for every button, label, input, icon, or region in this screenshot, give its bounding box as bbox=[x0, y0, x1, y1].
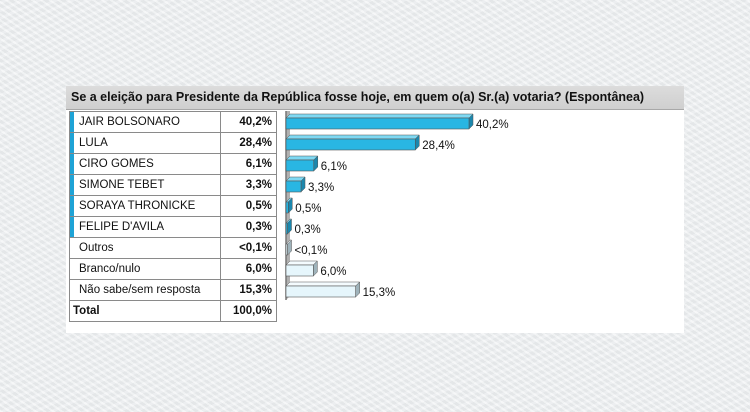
candidate-label: SORAYA THRONICKE bbox=[69, 195, 221, 217]
candidate-name: JAIR BOLSONARO bbox=[79, 116, 180, 128]
candidate-label: CIRO GOMES bbox=[69, 153, 221, 175]
candidate-label: FELIPE D'AVILA bbox=[69, 216, 221, 238]
candidate-name: Branco/nulo bbox=[79, 263, 141, 275]
table-row: SORAYA THRONICKE 0,5% bbox=[69, 195, 277, 217]
bar-value-label: 40,2% bbox=[476, 119, 509, 131]
candidate-label: Outros bbox=[69, 237, 221, 259]
candidate-name: SIMONE TEBET bbox=[79, 179, 165, 191]
table-row: CIRO GOMES 6,1% bbox=[69, 153, 277, 175]
bar bbox=[285, 113, 474, 130]
chart-title: Se a eleição para Presidente da Repúblic… bbox=[71, 90, 645, 104]
bar bbox=[285, 155, 319, 172]
candidate-name: Outros bbox=[79, 242, 114, 254]
row-marker bbox=[70, 112, 74, 132]
table-row: SIMONE TEBET 3,3% bbox=[69, 174, 277, 196]
candidate-name: LULA bbox=[79, 137, 108, 149]
table-row: Branco/nulo 6,0% bbox=[69, 258, 277, 280]
title-bar: Se a eleição para Presidente da Repúblic… bbox=[66, 86, 684, 110]
percent-value: 6,1% bbox=[220, 153, 277, 175]
row-marker bbox=[70, 154, 74, 174]
total-label: Total bbox=[69, 300, 221, 322]
row-marker bbox=[70, 175, 74, 195]
bar bbox=[285, 218, 293, 235]
table-row: Não sabe/sem resposta 15,3% bbox=[69, 279, 277, 301]
total-value: 100,0% bbox=[220, 300, 277, 322]
percent-value: 28,4% bbox=[220, 132, 277, 154]
percent-value: 0,5% bbox=[220, 195, 277, 217]
row-marker bbox=[70, 133, 74, 153]
results-table: JAIR BOLSONARO 40,2% LULA 28,4% CIRO GOMES 6,… bbox=[69, 111, 277, 322]
percent-value: 6,0% bbox=[220, 258, 277, 280]
bar bbox=[285, 239, 293, 256]
bar-value-label: 0,3% bbox=[295, 224, 321, 236]
candidate-label: Não sabe/sem resposta bbox=[69, 279, 221, 301]
table-row: Outros <0,1% bbox=[69, 237, 277, 259]
candidate-label: JAIR BOLSONARO bbox=[69, 111, 221, 133]
table-row: LULA 28,4% bbox=[69, 132, 277, 154]
bar-value-label: <0,1% bbox=[295, 245, 328, 257]
bar-value-label: 15,3% bbox=[363, 287, 396, 299]
bar-value-label: 0,5% bbox=[295, 203, 321, 215]
bar-value-label: 6,1% bbox=[321, 161, 347, 173]
poll-panel: Se a eleição para Presidente da Repúblic… bbox=[66, 86, 684, 333]
candidate-name: Não sabe/sem resposta bbox=[79, 284, 201, 296]
candidate-name: FELIPE D'AVILA bbox=[79, 221, 165, 233]
bar-chart: 40,2% 28,4% 6,1% 3,3% 0,5% 0,3% <0,1% 6,0% 15,3% bbox=[285, 111, 509, 300]
percent-value: <0,1% bbox=[220, 237, 277, 259]
candidate-name: CIRO GOMES bbox=[79, 158, 154, 170]
bar-value-label: 3,3% bbox=[308, 182, 334, 194]
row-marker bbox=[70, 217, 74, 237]
percent-value: 15,3% bbox=[220, 279, 277, 301]
bar bbox=[285, 134, 420, 151]
candidate-name: SORAYA THRONICKE bbox=[79, 200, 196, 212]
candidate-label: SIMONE TEBET bbox=[69, 174, 221, 196]
bar-value-label: 28,4% bbox=[422, 140, 455, 152]
table-row: JAIR BOLSONARO 40,2% bbox=[69, 111, 277, 133]
percent-value: 3,3% bbox=[220, 174, 277, 196]
bar bbox=[285, 197, 293, 214]
row-marker bbox=[70, 196, 74, 216]
candidate-label: LULA bbox=[69, 132, 221, 154]
bar-value-label: 6,0% bbox=[320, 266, 346, 278]
candidate-label: Branco/nulo bbox=[69, 258, 221, 280]
bar bbox=[285, 260, 318, 277]
table-row: FELIPE D'AVILA 0,3% bbox=[69, 216, 277, 238]
bar bbox=[285, 281, 361, 298]
bar bbox=[285, 176, 306, 193]
percent-value: 40,2% bbox=[220, 111, 277, 133]
percent-value: 0,3% bbox=[220, 216, 277, 238]
total-row: Total 100,0% bbox=[69, 300, 277, 322]
